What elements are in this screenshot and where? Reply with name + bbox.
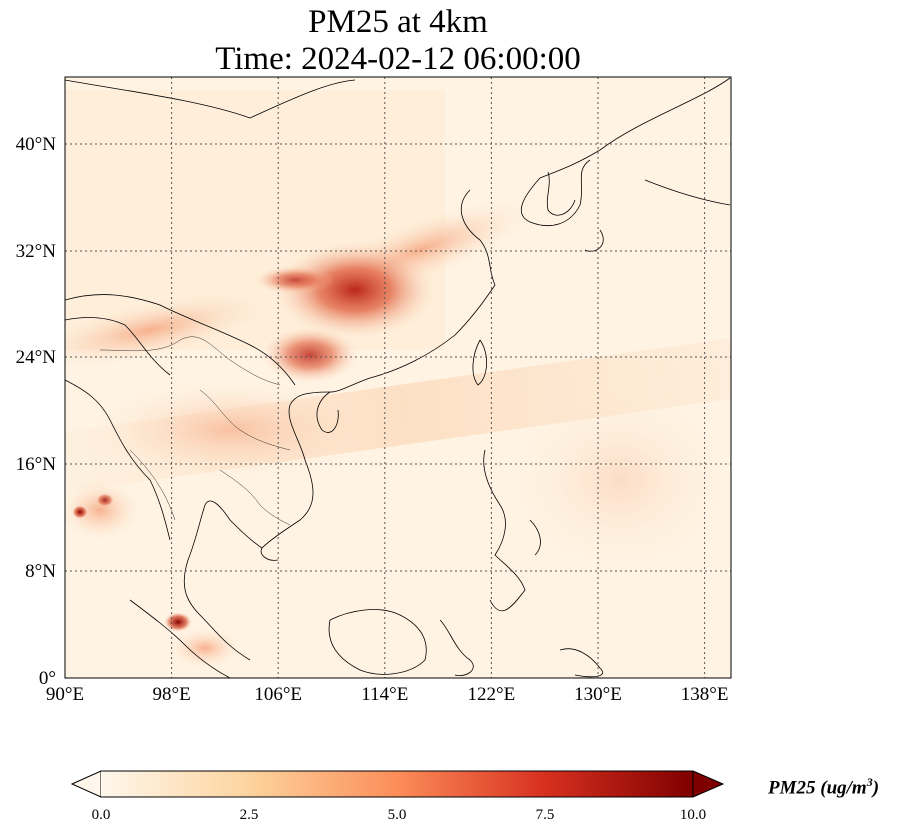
y-tick-label: 8°N — [25, 561, 56, 582]
colorbar-label: PM25 (ug/m3) — [768, 775, 879, 799]
x-tick-label: 114°E — [361, 684, 408, 705]
x-axis-ticks: 90°E 98°E 106°E 114°E 122°E 130°E 138°E — [46, 684, 729, 705]
x-tick-label: 130°E — [574, 684, 622, 705]
x-tick-label: 98°E — [152, 684, 190, 705]
colorbar-tick: 2.5 — [240, 807, 259, 823]
colorbar-tick: 5.0 — [388, 807, 407, 823]
x-tick-label: 90°E — [46, 684, 84, 705]
coastlines — [65, 77, 731, 678]
x-tick-label: 138°E — [681, 684, 729, 705]
colorbar-label-suffix: ) — [872, 777, 880, 799]
map-frame — [64, 76, 732, 679]
map-title: PM25 at 4km — [308, 4, 488, 40]
y-tick-label: 40°N — [16, 134, 57, 155]
colorbar-tick: 7.5 — [536, 807, 555, 823]
colorbar-extend-high — [692, 770, 725, 798]
colorbar-extend-low — [70, 770, 102, 798]
x-tick-label: 122°E — [468, 684, 516, 705]
y-axis-ticks: 0° 8°N 16°N 24°N 32°N 40°N — [16, 134, 57, 689]
y-tick-label: 32°N — [16, 241, 57, 262]
y-tick-label: 24°N — [16, 347, 57, 368]
colorbar: 0.0 2.5 5.0 7.5 10.0 — [70, 770, 725, 823]
colorbar-tick: 10.0 — [680, 807, 706, 823]
borders — [99, 336, 291, 526]
colorbar-gradient — [101, 771, 693, 797]
y-tick-label: 0° — [39, 668, 56, 689]
y-tick-label: 16°N — [16, 454, 57, 475]
pm25-field — [65, 77, 731, 678]
colorbar-label-prefix: PM25 (ug/m — [768, 777, 867, 799]
gridlines — [65, 77, 731, 678]
x-tick-label: 106°E — [254, 684, 302, 705]
colorbar-label-exponent: 3 — [866, 775, 873, 789]
colorbar-tick: 0.0 — [92, 807, 111, 823]
map-subtitle: Time: 2024-02-12 06:00:00 — [215, 41, 581, 77]
